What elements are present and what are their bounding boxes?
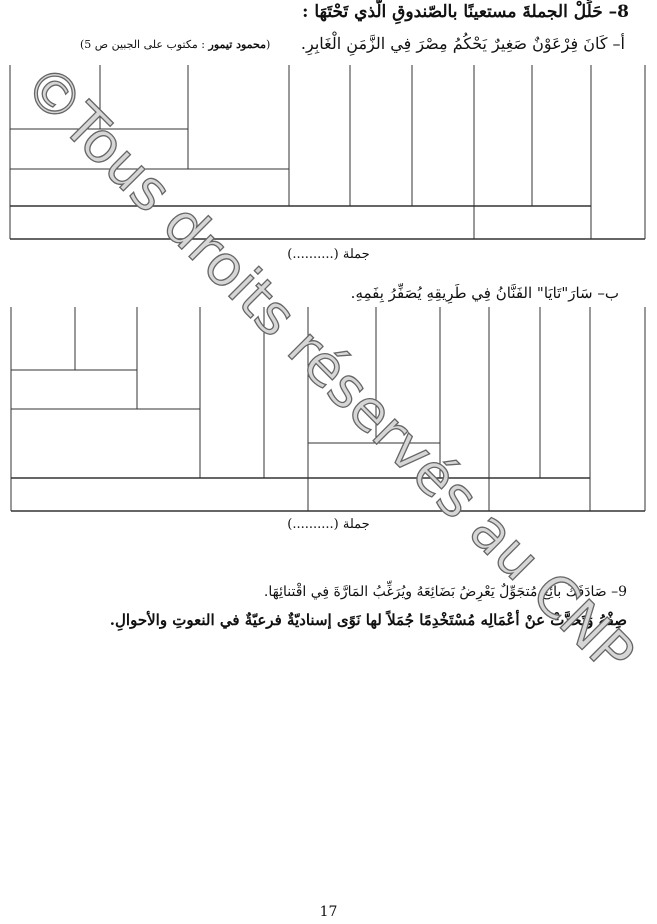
citation: (محمود تيمور : مكتوب على الجبين ص 5) <box>80 38 271 51</box>
sentence-type-label-b: جملة (..........) <box>287 517 370 532</box>
exercise-9-prompt: 9– صَادَفَكَ بائِعٌ مُتجَوِّلٌ يَعْرِضُ … <box>263 584 627 600</box>
page-number: 17 <box>319 904 338 920</box>
sentence-type-label-a: جملة (..........) <box>287 247 370 262</box>
exercise-8-title: 8– حَلِّلْ الجملةَ مستعينًا بالصّندوقِ ا… <box>302 2 629 22</box>
citation-author: محمود تيمور <box>208 38 267 51</box>
sentence-b: ب– سَارَ"تَايَا" الفَنَّانُ فِي طَرِيقِه… <box>350 284 619 302</box>
citation-source: : مكتوب على الجبين ص 5 <box>84 38 206 51</box>
sentence-a: أ– كَانَ فِرْعَوْنٌ صَغِيرٌ يَحْكُمُ مِص… <box>300 34 625 53</box>
exercise-9-instruction: صِفْهُ وَتَحَدَّثْ عنْ أعْمَالِه مُسْتَخ… <box>109 611 627 629</box>
